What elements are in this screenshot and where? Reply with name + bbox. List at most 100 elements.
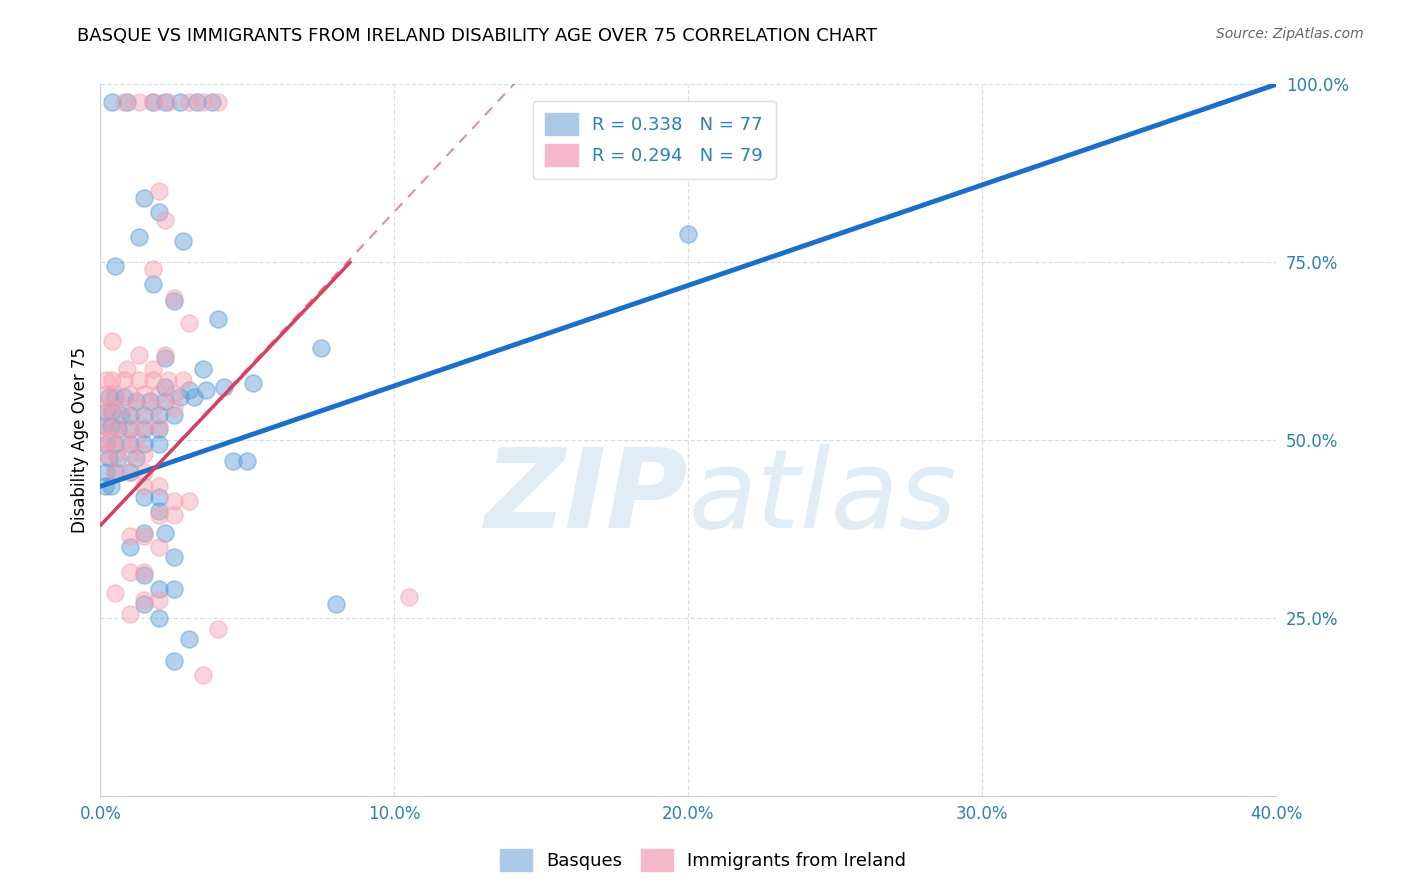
- Point: [134, 191, 156, 205]
- Point: [104, 465, 127, 479]
- Point: [148, 593, 170, 607]
- Point: [201, 95, 224, 110]
- Point: [134, 479, 156, 493]
- Point: [153, 380, 176, 394]
- Point: [134, 529, 156, 543]
- Point: [104, 447, 127, 461]
- Point: [118, 422, 141, 436]
- Point: [104, 436, 127, 450]
- Point: [177, 316, 200, 330]
- Point: [163, 550, 186, 565]
- Point: [177, 632, 200, 647]
- Point: [115, 362, 138, 376]
- Point: [193, 668, 215, 682]
- Point: [134, 418, 156, 433]
- Point: [104, 391, 127, 405]
- Point: [118, 529, 141, 543]
- Point: [139, 394, 162, 409]
- Point: [676, 227, 699, 241]
- Point: [98, 391, 121, 405]
- Point: [94, 479, 117, 493]
- Point: [134, 465, 156, 479]
- Point: [148, 540, 170, 554]
- Point: [118, 465, 141, 479]
- Point: [112, 373, 135, 387]
- Point: [177, 493, 200, 508]
- Point: [118, 447, 141, 461]
- Point: [142, 362, 165, 376]
- Point: [96, 465, 118, 479]
- Point: [221, 454, 243, 468]
- Point: [134, 593, 156, 607]
- Point: [134, 447, 156, 461]
- Point: [134, 387, 156, 401]
- Point: [163, 654, 186, 668]
- Text: atlas: atlas: [688, 443, 957, 550]
- Point: [100, 401, 122, 415]
- Point: [163, 294, 186, 309]
- Point: [148, 205, 170, 219]
- Point: [148, 490, 170, 504]
- Point: [94, 433, 117, 447]
- Point: [183, 391, 205, 405]
- Point: [169, 95, 191, 110]
- Point: [112, 433, 135, 447]
- Point: [94, 401, 117, 415]
- Point: [134, 597, 156, 611]
- Point: [163, 408, 186, 422]
- Point: [118, 607, 141, 622]
- Point: [163, 401, 186, 415]
- Point: [128, 230, 150, 244]
- Point: [104, 418, 127, 433]
- Point: [169, 391, 191, 405]
- Point: [96, 447, 118, 461]
- Point: [104, 465, 127, 479]
- Point: [325, 597, 347, 611]
- Point: [118, 436, 141, 450]
- Point: [207, 622, 229, 636]
- Point: [148, 479, 170, 493]
- Text: Source: ZipAtlas.com: Source: ZipAtlas.com: [1216, 27, 1364, 41]
- Point: [96, 387, 118, 401]
- Legend: R = 0.338   N = 77, R = 0.294   N = 79: R = 0.338 N = 77, R = 0.294 N = 79: [533, 101, 776, 179]
- Point: [112, 95, 135, 110]
- Point: [101, 373, 124, 387]
- Point: [163, 387, 186, 401]
- Point: [186, 95, 208, 110]
- Point: [100, 433, 122, 447]
- Point: [134, 490, 156, 504]
- Point: [101, 404, 124, 418]
- Point: [110, 408, 132, 422]
- Point: [163, 508, 186, 522]
- Point: [128, 373, 150, 387]
- Point: [104, 586, 127, 600]
- Point: [134, 408, 156, 422]
- Point: [153, 95, 176, 110]
- Point: [148, 508, 170, 522]
- Point: [124, 450, 146, 465]
- Point: [153, 212, 176, 227]
- Point: [148, 611, 170, 625]
- Point: [118, 408, 141, 422]
- Point: [242, 376, 264, 391]
- Point: [101, 334, 124, 348]
- Point: [118, 465, 141, 479]
- Point: [142, 95, 165, 110]
- Point: [163, 582, 186, 597]
- Point: [207, 312, 229, 326]
- Point: [193, 95, 215, 110]
- Point: [96, 418, 118, 433]
- Point: [100, 418, 122, 433]
- Point: [142, 95, 165, 110]
- Point: [148, 582, 170, 597]
- Point: [128, 348, 150, 362]
- Point: [128, 95, 150, 110]
- Point: [207, 95, 229, 110]
- Point: [156, 95, 179, 110]
- Point: [118, 565, 141, 579]
- Point: [156, 373, 179, 387]
- Point: [124, 394, 146, 409]
- Y-axis label: Disability Age Over 75: Disability Age Over 75: [72, 347, 89, 533]
- Point: [148, 408, 170, 422]
- Point: [96, 404, 118, 418]
